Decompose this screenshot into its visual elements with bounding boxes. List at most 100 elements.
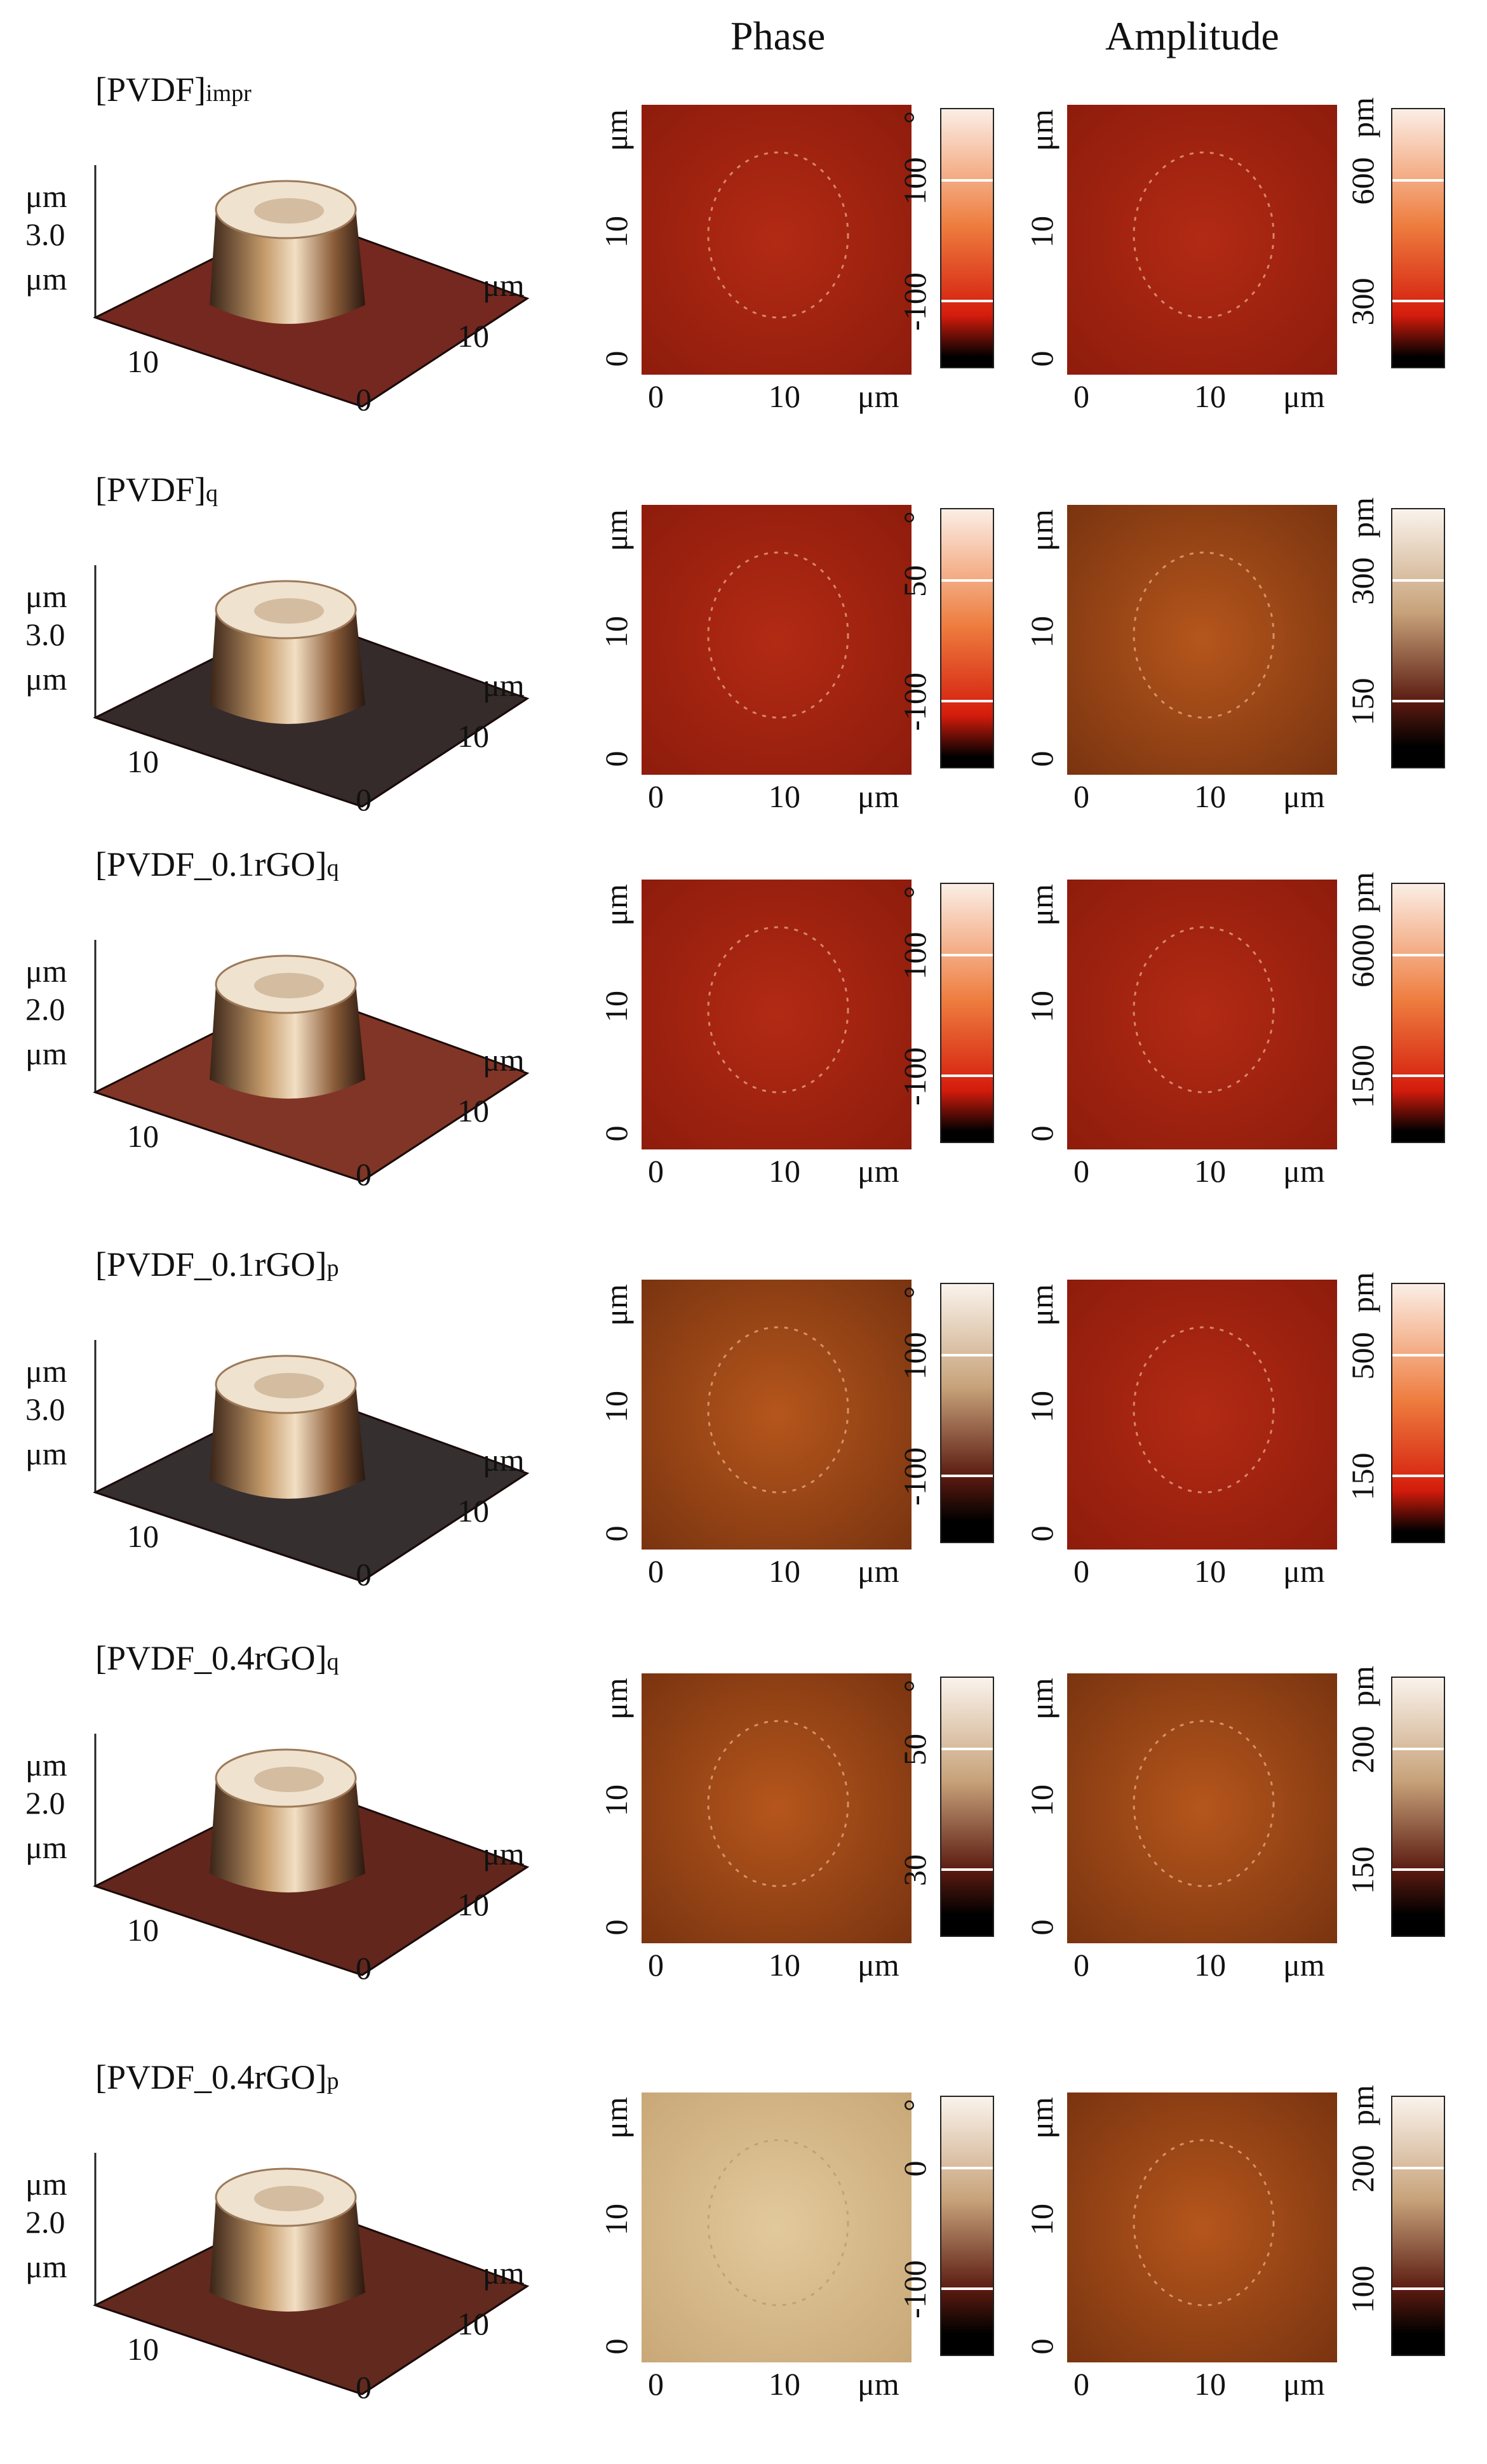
sample-subscript: p: [326, 1255, 339, 1282]
colorbar-marker-top: [941, 2167, 993, 2169]
amplitude-y-zero: 0: [1024, 351, 1060, 367]
amplitude-x-unit: μm: [1283, 1553, 1325, 1589]
topography-3d-plot: [0, 1283, 559, 1638]
sample-name: [PVDF_0.1rGO]: [95, 1245, 327, 1283]
surface-unit-bottom: μm: [25, 1036, 67, 1071]
phase-map: [642, 1673, 912, 1943]
phase-x-mid: 10: [769, 2366, 800, 2402]
surface-graphic: [93, 565, 530, 808]
surface-y-unit: μm: [483, 1442, 525, 1478]
sample-title: [PVDF_0.4rGO]q: [95, 1638, 339, 1678]
sample-subscript: q: [326, 1649, 339, 1675]
amplitude-x-zero: 0: [1073, 1553, 1089, 1589]
amplitude-map-image: [1067, 1280, 1337, 1550]
surface-unit-bottom: μm: [25, 1436, 67, 1471]
phase-y-zero: 0: [598, 751, 634, 767]
amplitude-column-title: Amplitude: [1105, 13, 1279, 58]
sample-subscript: impr: [206, 80, 252, 107]
phase-colorbar-unit: °: [897, 2099, 932, 2112]
sample-name: [PVDF]: [95, 471, 206, 509]
sample-title: [PVDF]impr: [95, 70, 252, 109]
phase-map-image: [642, 1673, 912, 1943]
phase-x-zero: 0: [648, 1153, 664, 1189]
phase-colorbar: [940, 883, 994, 1143]
colorbar-marker-top: [941, 954, 993, 956]
amplitude-y-unit: μm: [1024, 509, 1060, 551]
phase-colorbar-top: 0: [897, 2160, 932, 2177]
phase-colorbar: [940, 108, 994, 368]
surface-x-tick: 10: [127, 744, 159, 779]
phase-x-mid: 10: [769, 378, 800, 414]
phase-x-mid: 10: [769, 1553, 800, 1589]
colorbar-marker-top: [941, 1354, 993, 1356]
phase-x-zero: 0: [648, 1947, 664, 1983]
colorbar-marker-bottom: [1392, 300, 1444, 302]
amplitude-x-unit: μm: [1283, 378, 1325, 414]
phase-map: [642, 105, 912, 375]
phase-y-unit: μm: [598, 1678, 634, 1720]
sample-name: [PVDF]: [95, 70, 206, 109]
surface-graphic: [93, 165, 530, 408]
phase-x-mid: 10: [769, 1947, 800, 1983]
phase-colorbar-unit: °: [897, 1680, 932, 1692]
amplitude-y-zero: 0: [1024, 1125, 1060, 1142]
topography-3d-plot: [0, 883, 559, 1238]
phase-map-image: [642, 1280, 912, 1550]
surface-unit-bottom: μm: [25, 1830, 67, 1865]
surface-x-tick: 10: [127, 2331, 159, 2367]
phase-y-zero: 0: [598, 1125, 634, 1142]
amplitude-colorbar-top: 200: [1345, 2145, 1380, 2193]
amplitude-colorbar: [1391, 1283, 1445, 1543]
colorbar-marker-top: [1392, 1748, 1444, 1750]
phase-colorbar-unit: °: [897, 511, 932, 524]
surface-height-tick: 3.0: [25, 217, 65, 252]
phase-map: [642, 1280, 912, 1550]
phase-map-image: [642, 2092, 912, 2362]
topography-3d-plot: [0, 508, 559, 864]
amplitude-colorbar-unit: pm: [1345, 1666, 1380, 1706]
colorbar-marker-top: [1392, 179, 1444, 182]
phase-y-mid: 10: [598, 1391, 634, 1423]
topography-3d-plot: [0, 1677, 559, 2032]
amplitude-colorbar: [1391, 1677, 1445, 1937]
surface-height-tick: 3.0: [25, 617, 65, 652]
surface-y-tick: 10: [457, 1493, 489, 1529]
phase-y-zero: 0: [598, 2338, 634, 2355]
amplitude-y-zero: 0: [1024, 1525, 1060, 1542]
colorbar-marker-bottom: [1392, 1075, 1444, 1077]
sample-row: [PVDF_0.1rGO]q μm 2.0 μm 10 0 10 μm: [0, 845, 1487, 1251]
colorbar-marker-bottom: [941, 2287, 993, 2290]
sample-row: [PVDF_0.1rGO]p μm 3.0 μm 10 0 10 μm: [0, 1245, 1487, 1651]
phase-x-zero: 0: [648, 378, 664, 414]
phase-y-mid: 10: [598, 216, 634, 248]
phase-colorbar-top: 100: [897, 932, 932, 980]
colorbar-marker-top: [1392, 2167, 1444, 2169]
amplitude-x-zero: 0: [1073, 378, 1089, 414]
amplitude-map-image: [1067, 505, 1337, 775]
colorbar-marker-top: [1392, 954, 1444, 956]
surface-zero: 0: [356, 1950, 372, 1986]
phase-map: [642, 2092, 912, 2362]
phase-x-mid: 10: [769, 1153, 800, 1189]
amplitude-colorbar: [1391, 508, 1445, 768]
sample-subscript: p: [326, 2068, 339, 2094]
surface-graphic: [93, 1340, 530, 1583]
phase-colorbar: [940, 1677, 994, 1937]
surface-x-tick: 10: [127, 1118, 159, 1154]
phase-colorbar-top: 50: [897, 1734, 932, 1765]
amplitude-map: [1067, 1280, 1337, 1550]
phase-y-unit: μm: [598, 884, 634, 926]
amplitude-x-zero: 0: [1073, 779, 1089, 814]
surface-y-tick: 10: [457, 2306, 489, 2341]
sample-row: [PVDF_0.4rGO]q μm 2.0 μm 10 0 10 μm: [0, 1638, 1487, 2045]
phase-y-zero: 0: [598, 1919, 634, 1936]
colorbar-marker-top: [1392, 1354, 1444, 1356]
phase-colorbar: [940, 2096, 994, 2356]
surface-graphic: [93, 2153, 530, 2395]
surface-zero: 0: [356, 1557, 372, 1592]
sample-row: [PVDF]q μm 3.0 μm 10 0 10 μm: [0, 470, 1487, 876]
amplitude-colorbar-bottom: 150: [1345, 678, 1380, 726]
amplitude-map-image: [1067, 880, 1337, 1149]
amplitude-x-zero: 0: [1073, 1153, 1089, 1189]
amplitude-colorbar-bottom: 150: [1345, 1452, 1380, 1501]
